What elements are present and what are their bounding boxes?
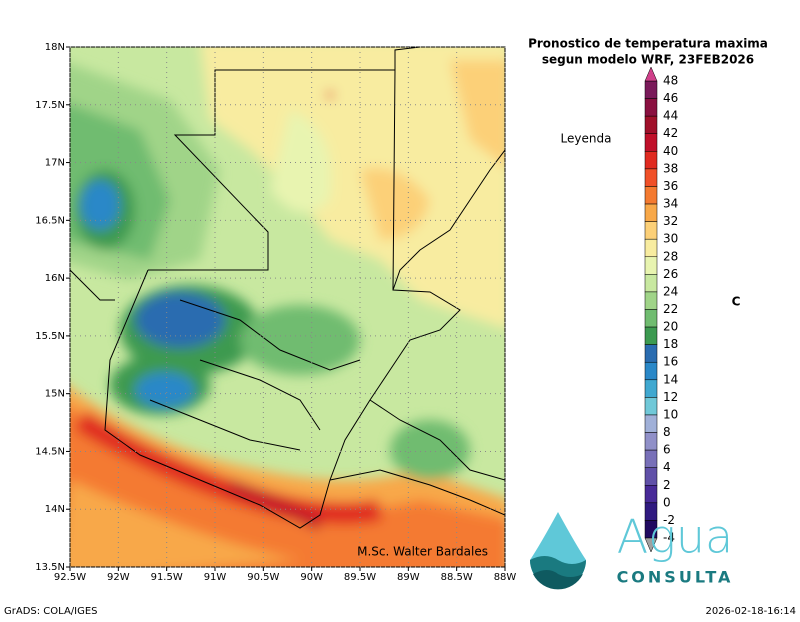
x-tick-label: 91W [204, 572, 227, 583]
colorbar-label: 32 [663, 214, 678, 228]
colorbar-band [644, 309, 658, 328]
colorbar-label: 34 [663, 197, 678, 211]
colorbar-band [644, 203, 658, 222]
footer-left: GrADS: COLA/IGES [4, 606, 98, 617]
annotation: M.Sc. Walter Bardales [357, 545, 488, 559]
legend-title: Leyenda [561, 132, 612, 146]
y-tick-label: 17N [45, 158, 65, 169]
colorbar-band [644, 361, 658, 381]
colorbar-label: 22 [663, 302, 678, 316]
colorbar-under [644, 537, 658, 553]
colorbar-band [644, 467, 658, 486]
x-tick-label: 89W [397, 572, 420, 583]
colorbar-label: 46 [663, 91, 678, 105]
footer-right: 2026-02-18-16:14 [705, 606, 796, 617]
colorbar-band [644, 344, 658, 363]
colorbar-label: 44 [663, 109, 678, 123]
logo-word: Agua [617, 510, 733, 564]
x-tick-label: 88.5W [441, 572, 473, 583]
colorbar-over [644, 66, 658, 82]
colorbar-label: 16 [663, 355, 678, 369]
colorbar-band [644, 326, 658, 345]
x-tick-label: 90W [300, 572, 323, 583]
colorbar-label: 26 [663, 267, 678, 281]
colorbar-label: 30 [663, 232, 678, 246]
colorbar-band [644, 98, 658, 117]
colorbar-label: 4 [663, 460, 671, 474]
y-tick-label: 17.5N [35, 100, 65, 111]
colorbar-label: 8 [663, 425, 671, 439]
colorbar-band [644, 80, 658, 99]
colorbar-band [644, 133, 658, 152]
colorbar-label: -2 [663, 513, 675, 527]
colorbar-band [644, 256, 658, 275]
colorbar-label: 18 [663, 337, 678, 351]
logo: Agua CONSULTA [530, 510, 733, 590]
logo-subword: CONSULTA [617, 568, 734, 587]
colorbar-label: 24 [663, 284, 678, 298]
colorbar-band [644, 151, 658, 170]
colorbar-label: -4 [663, 531, 675, 545]
y-tick-label: 14N [45, 504, 65, 515]
x-tick-label: 89.5W [344, 572, 376, 583]
colorbar-label: 42 [663, 126, 678, 140]
y-tick-label: 18N [45, 42, 65, 53]
x-tick-label: 91.5W [151, 572, 183, 583]
colorbar-label: 0 [663, 495, 671, 509]
y-tick-label: 16N [45, 273, 65, 284]
units: C [732, 295, 741, 309]
x-tick-label: 88W [494, 572, 517, 583]
x-tick-label: 92.5W [54, 572, 86, 583]
colorbar-band [644, 432, 658, 451]
colorbar-band [644, 221, 658, 240]
y-tick-label: 16.5N [35, 215, 65, 226]
colorbar-band [644, 379, 658, 398]
x-tick-label: 90.5W [247, 572, 279, 583]
colorbar-band [644, 186, 658, 205]
colorbar-band [644, 397, 658, 416]
title: Pronostico de temperatura maxima [528, 37, 768, 51]
colorbar-band [644, 168, 658, 187]
x-tick-label: 92W [107, 572, 130, 583]
colorbar: 4846444240383634323028262422201816141210… [644, 66, 678, 553]
colorbar-label: 12 [663, 390, 678, 404]
subtitle: segun modelo WRF, 23FEB2026 [542, 53, 754, 67]
colorbar-label: 14 [663, 372, 678, 386]
y-tick-label: 14.5N [35, 446, 65, 457]
temperature-field [70, 47, 505, 567]
colorbar-band [644, 291, 658, 310]
colorbar-label: 36 [663, 179, 678, 193]
colorbar-band [644, 414, 658, 433]
colorbar-band [644, 485, 658, 504]
colorbar-label: 28 [663, 249, 678, 263]
colorbar-label: 38 [663, 161, 678, 175]
y-tick-label: 15N [45, 389, 65, 400]
colorbar-label: 6 [663, 443, 671, 457]
y-tick-label: 15.5N [35, 331, 65, 342]
colorbar-label: 40 [663, 144, 678, 158]
colorbar-label: 10 [663, 407, 678, 421]
colorbar-band [644, 449, 658, 468]
colorbar-label: 2 [663, 478, 671, 492]
borders [70, 47, 505, 529]
colorbar-label: 48 [663, 74, 678, 88]
colorbar-band [644, 274, 658, 293]
colorbar-band [644, 238, 658, 258]
colorbar-label: 20 [663, 320, 678, 334]
graticule: 92.5W 92W 91.5W 91W 90.5W 90W 89.5W 89W 88.5W 88W… [35, 42, 516, 583]
colorbar-band [644, 115, 658, 134]
y-tick-label: 13.5N [35, 562, 65, 573]
